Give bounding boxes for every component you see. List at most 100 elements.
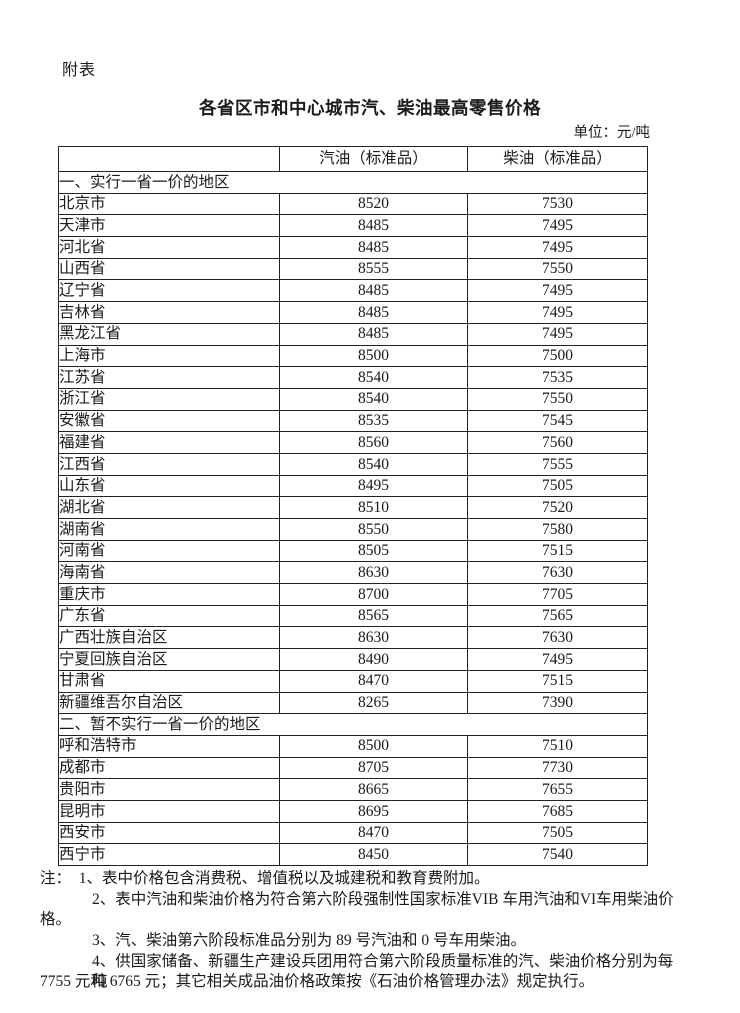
diesel-price-cell: 7495 [467,214,648,238]
table-row: 福建省 8560 7560 [58,431,648,454]
gasoline-price-cell: 8500 [279,734,468,758]
region-cell: 湖北省 [58,496,280,519]
table-row: 浙江省 8540 7550 [58,387,648,411]
column-header-diesel: 柴油（标准品） [467,146,648,172]
notes: 注： 1、表中价格包含消费税、增值税以及城建税和教育费附加。 2、表中汽油和柴油价… [40,869,680,993]
region-cell: 宁夏回族自治区 [58,648,280,671]
table-row: 湖北省 8510 7520 [58,496,648,519]
diesel-price-cell: 7520 [467,496,648,519]
region-cell: 广西壮族自治区 [58,626,280,650]
diesel-price-cell: 7505 [467,821,648,845]
gasoline-price-cell: 8470 [279,669,468,693]
gasoline-price-cell: 8565 [279,604,468,628]
gasoline-price-cell: 8540 [279,387,468,411]
table-row: 山西省 8555 7550 [58,257,648,281]
table-row: 广西壮族自治区 8630 7630 [58,626,648,650]
table-row: 上海市 8500 7500 [58,344,648,368]
region-cell: 江西省 [58,452,280,476]
gasoline-price-cell: 8560 [279,431,468,454]
section-header: 二、暂不实行一省一价的地区 [58,713,648,736]
table-row: 河北省 8485 7495 [58,236,648,259]
diesel-price-cell: 7530 [467,192,648,216]
region-cell: 西宁市 [58,843,280,866]
diesel-price-cell: 7730 [467,756,648,780]
note-line: 7755 元和 6765 元；其它相关成品油价格政策按《石油价格管理办法》规定执… [40,973,595,991]
note-line: 注： 1、表中价格包含消费税、增值税以及城建税和教育费附加。 [40,870,490,887]
gasoline-price-cell: 8450 [279,843,468,866]
diesel-price-cell: 7510 [467,734,648,758]
region-cell: 浙江省 [58,387,280,411]
gasoline-price-cell: 8490 [279,648,468,671]
gasoline-price-cell: 8540 [279,366,468,389]
region-cell: 黑龙江省 [58,322,280,346]
region-cell: 呼和浩特市 [58,734,280,758]
gasoline-price-cell: 8630 [279,626,468,650]
diesel-price-cell: 7550 [467,387,648,411]
gasoline-price-cell: 8470 [279,821,468,845]
table-row: 北京市 8520 7530 [58,192,648,216]
gasoline-price-cell: 8555 [279,257,468,281]
region-cell: 辽宁省 [58,279,280,303]
table-row: 西安市 8470 7505 [58,821,648,845]
gasoline-price-cell: 8520 [279,192,468,216]
column-header-region [58,146,280,172]
diesel-price-cell: 7535 [467,366,648,389]
table-row: 江苏省 8540 7535 [58,366,648,389]
price-table: 汽油（标准品） 柴油（标准品） 一、实行一省一价的地区 北京市 8520 7530 天津… [58,146,648,866]
gasoline-price-cell: 8485 [279,279,468,303]
region-cell: 北京市 [58,192,280,216]
table-row: 贵阳市 8665 7655 [58,778,648,801]
table-row: 江西省 8540 7555 [58,452,648,476]
table-row: 重庆市 8700 7705 [58,583,648,606]
table-row: 吉林省 8485 7495 [58,301,648,324]
diesel-price-cell: 7500 [467,344,648,368]
diesel-price-cell: 7545 [467,409,648,433]
region-cell: 河南省 [58,539,280,563]
region-cell: 吉林省 [58,301,280,324]
diesel-price-cell: 7560 [467,431,648,454]
diesel-price-cell: 7550 [467,257,648,281]
diesel-price-cell: 7580 [467,518,648,541]
table-header-row: 汽油（标准品） 柴油（标准品） [58,146,648,172]
region-cell: 海南省 [58,561,280,585]
diesel-price-cell: 7495 [467,279,648,303]
gasoline-price-cell: 8540 [279,452,468,476]
note-line: 3、汽、柴油第六阶段标准品分别为 89 号汽油和 0 号车用柴油。 [92,932,527,950]
region-cell: 新疆维吾尔自治区 [58,691,280,715]
appendix-label: 附表 [62,62,97,79]
region-cell: 甘肃省 [58,669,280,693]
table-row: 新疆维吾尔自治区 8265 7390 [58,691,648,715]
gasoline-price-cell: 8505 [279,539,468,563]
gasoline-price-cell: 8510 [279,496,468,519]
diesel-price-cell: 7390 [467,691,648,715]
table-row: 湖南省 8550 7580 [58,518,648,541]
diesel-price-cell: 7685 [467,799,648,823]
diesel-price-cell: 7495 [467,322,648,346]
table-row: 山东省 8495 7505 [58,474,648,498]
diesel-price-cell: 7495 [467,236,648,259]
region-cell: 广东省 [58,604,280,628]
region-cell: 河北省 [58,236,280,259]
region-cell: 上海市 [58,344,280,368]
note-line: 4、供国家储备、新疆生产建设兵团用符合第六阶段质量标准的汽、柴油价格分别为每吨 [92,952,674,991]
diesel-price-cell: 7495 [467,648,648,671]
gasoline-price-cell: 8485 [279,322,468,346]
diesel-price-cell: 7555 [467,452,648,476]
region-cell: 安徽省 [58,409,280,433]
column-header-gasoline: 汽油（标准品） [279,146,468,172]
gasoline-price-cell: 8485 [279,214,468,238]
diesel-price-cell: 7565 [467,604,648,628]
diesel-price-cell: 7540 [467,843,648,866]
table-row: 黑龙江省 8485 7495 [58,322,648,346]
diesel-price-cell: 7630 [467,561,648,585]
gasoline-price-cell: 8485 [279,301,468,324]
gasoline-price-cell: 8535 [279,409,468,433]
note-line: 格。 [40,911,72,929]
diesel-price-cell: 7505 [467,474,648,498]
section-header-row: 二、暂不实行一省一价的地区 [58,713,648,736]
table-row: 天津市 8485 7495 [58,214,648,238]
gasoline-price-cell: 8265 [279,691,468,715]
region-cell: 江苏省 [58,366,280,389]
region-cell: 天津市 [58,214,280,238]
